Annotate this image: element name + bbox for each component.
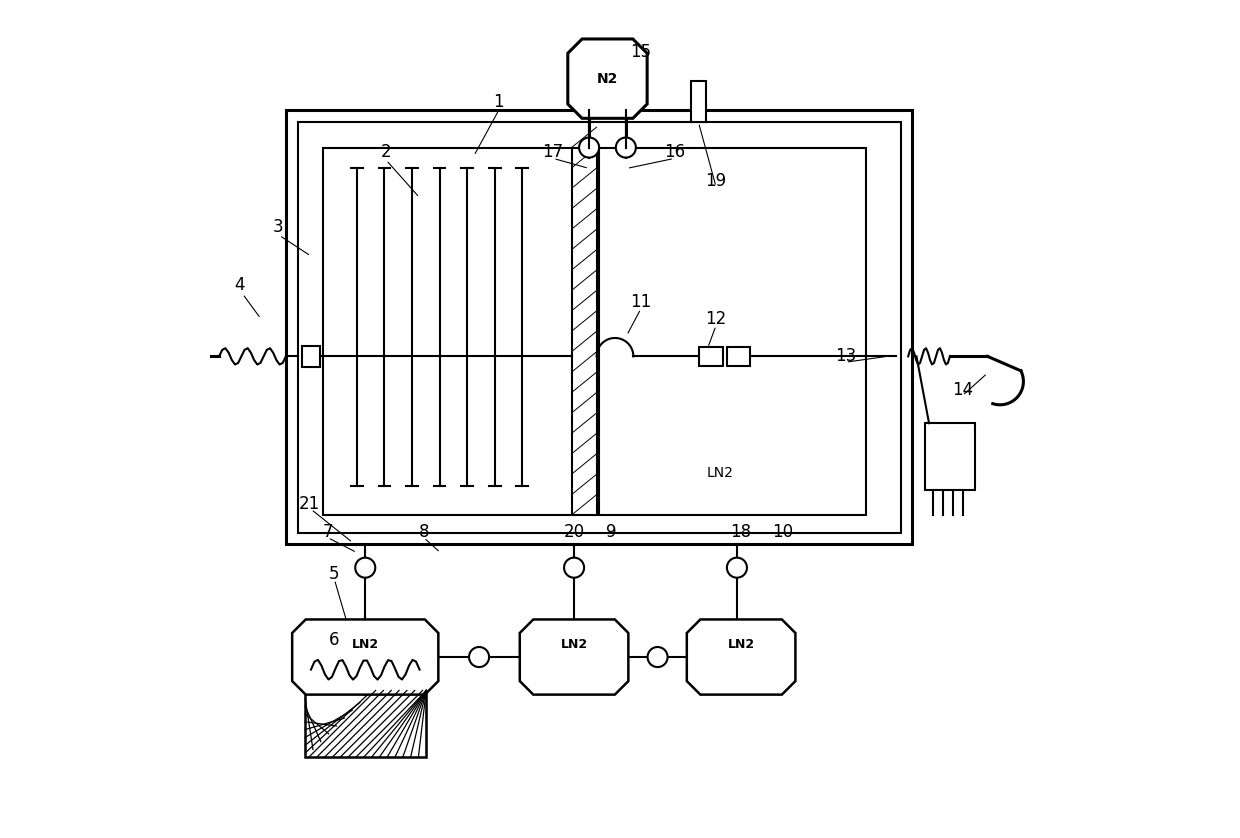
Text: 8: 8 bbox=[418, 523, 429, 541]
Text: 6: 6 bbox=[329, 631, 340, 649]
Text: 15: 15 bbox=[630, 43, 651, 60]
Text: 17: 17 bbox=[543, 142, 564, 161]
Bar bbox=[298, 122, 900, 533]
Bar bbox=[599, 147, 867, 515]
Text: 18: 18 bbox=[730, 523, 751, 541]
Polygon shape bbox=[687, 619, 795, 695]
Bar bbox=[301, 346, 320, 367]
Text: N2: N2 bbox=[596, 71, 619, 85]
Text: 12: 12 bbox=[706, 310, 727, 328]
Text: LN2: LN2 bbox=[728, 638, 755, 651]
Text: 20: 20 bbox=[563, 523, 584, 541]
Bar bbox=[727, 347, 750, 365]
Text: 4: 4 bbox=[234, 277, 246, 294]
Text: 1: 1 bbox=[494, 93, 505, 111]
Bar bbox=[925, 423, 975, 490]
Bar bbox=[699, 347, 723, 365]
Circle shape bbox=[616, 137, 636, 158]
Bar bbox=[286, 110, 913, 545]
Text: 13: 13 bbox=[835, 348, 856, 365]
Text: 7: 7 bbox=[322, 523, 332, 541]
Text: 11: 11 bbox=[630, 293, 651, 311]
Circle shape bbox=[355, 557, 376, 577]
Text: LN2: LN2 bbox=[707, 466, 734, 480]
Circle shape bbox=[647, 647, 667, 667]
Polygon shape bbox=[520, 619, 629, 695]
Text: 2: 2 bbox=[381, 142, 392, 161]
Text: 16: 16 bbox=[663, 142, 684, 161]
Polygon shape bbox=[293, 619, 438, 695]
Text: LN2: LN2 bbox=[352, 638, 378, 651]
Bar bbox=[324, 147, 574, 515]
Text: LN2: LN2 bbox=[560, 638, 588, 651]
Text: 19: 19 bbox=[706, 172, 727, 190]
Text: 5: 5 bbox=[329, 565, 340, 582]
Circle shape bbox=[469, 647, 489, 667]
Text: 14: 14 bbox=[952, 380, 973, 399]
Text: 3: 3 bbox=[273, 218, 283, 236]
Text: 10: 10 bbox=[773, 523, 794, 541]
Text: 21: 21 bbox=[299, 495, 320, 513]
Polygon shape bbox=[568, 39, 647, 118]
Bar bbox=[691, 80, 706, 122]
Circle shape bbox=[579, 137, 599, 158]
Circle shape bbox=[564, 557, 584, 577]
Text: 9: 9 bbox=[606, 523, 616, 541]
Circle shape bbox=[727, 557, 746, 577]
Bar bbox=[305, 691, 427, 758]
Bar bbox=[572, 147, 596, 515]
